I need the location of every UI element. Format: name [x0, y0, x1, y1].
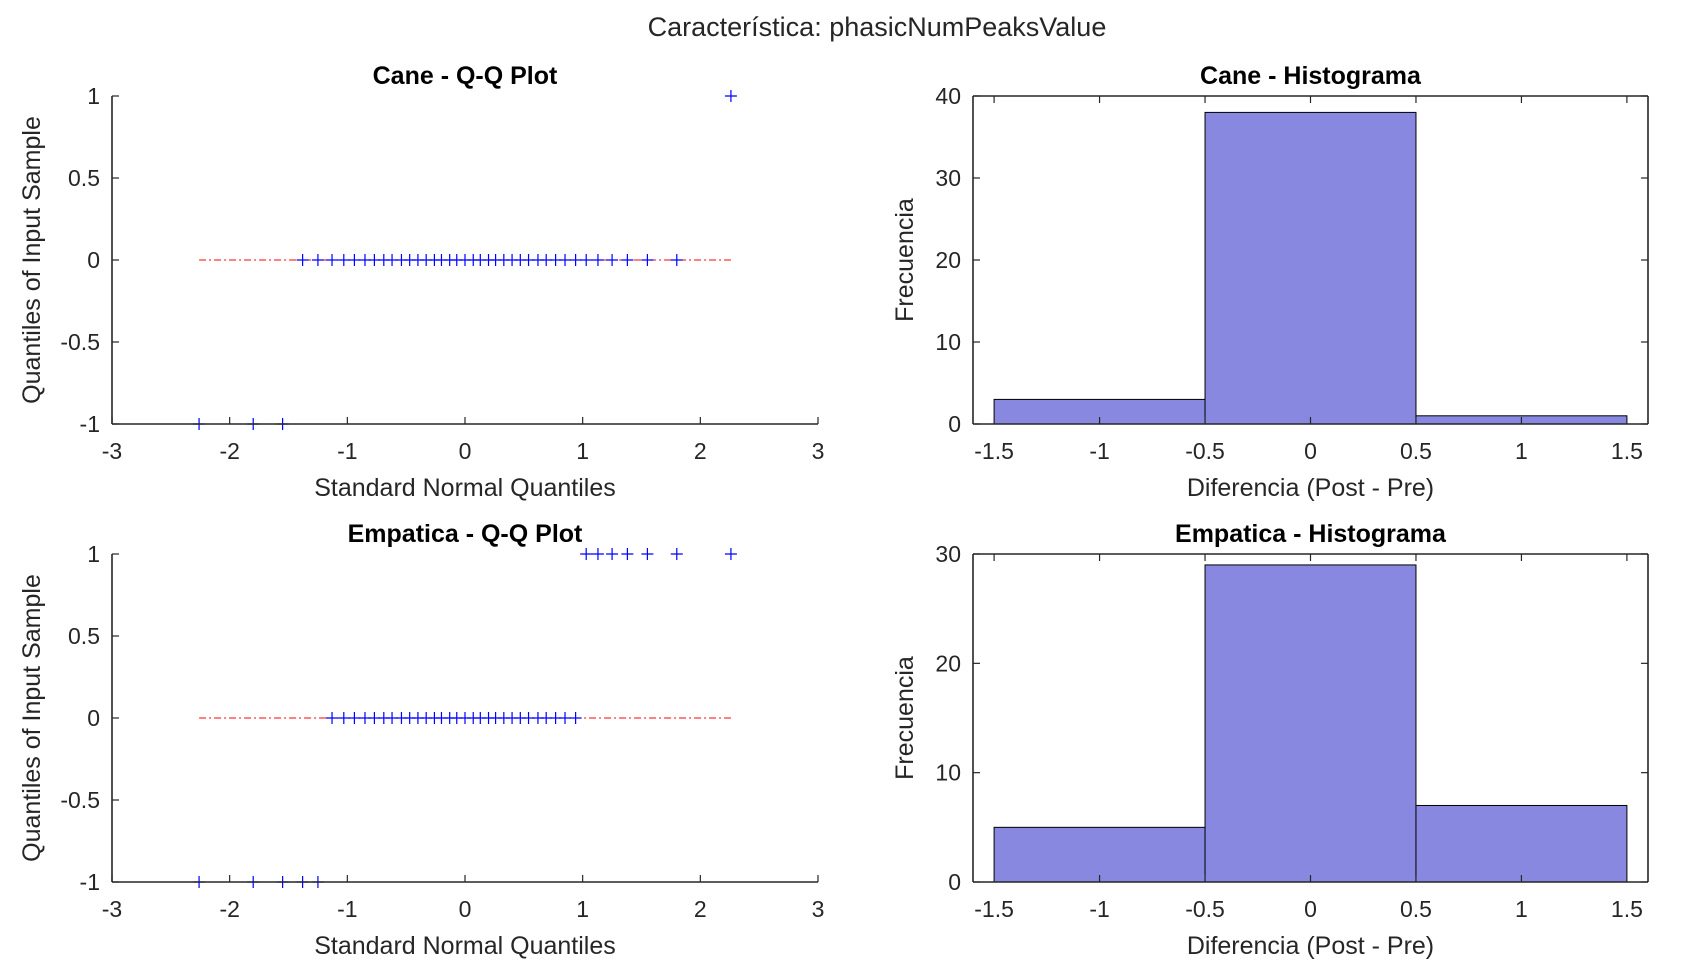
- chart-title: Cane - Q-Q Plot: [373, 62, 558, 90]
- x-tick-label: -3: [102, 438, 122, 464]
- x-tick-label: 1.5: [1611, 896, 1643, 922]
- x-axis-label: Standard Normal Quantiles: [314, 474, 616, 502]
- histogram-bar-2: [1204, 111, 1417, 425]
- y-tick-label: 0: [948, 869, 961, 895]
- x-tick-label: -1: [1089, 896, 1109, 922]
- qq-point-5: [311, 254, 324, 266]
- y-axis-label: Frecuencia: [891, 656, 919, 780]
- panel-empatica-qq: -3 -2 -1 0 1 2 3 -1 -0.5 0 0.5 1 Empatica - Q-Q Plot…: [18, 520, 824, 960]
- x-tick-label: 1: [576, 896, 589, 922]
- qq-point-39: [641, 254, 654, 266]
- figure-suptitle: Característica: phasicNumPeaksValue: [648, 12, 1107, 42]
- x-tick-label: 0: [459, 438, 472, 464]
- qq-point-40: [670, 548, 683, 560]
- x-tick-label: -0.5: [1185, 896, 1225, 922]
- x-tick-label: 0.5: [1400, 896, 1432, 922]
- qq-point-8: [348, 712, 361, 724]
- y-tick-label: 10: [935, 760, 961, 786]
- y-tick-label: 30: [935, 541, 961, 567]
- y-tick-label: 30: [935, 165, 961, 191]
- x-axis-label: Standard Normal Quantiles: [314, 932, 616, 960]
- x-tick-label: -2: [219, 896, 239, 922]
- y-tick-label: 1: [87, 541, 100, 567]
- x-tick-label: 0: [1304, 438, 1317, 464]
- histogram-bar-3: [1415, 804, 1628, 883]
- x-tick-label: -1: [337, 896, 357, 922]
- qq-point-38: [621, 548, 634, 560]
- qq-point-33: [559, 254, 572, 266]
- qq-point-37: [606, 254, 619, 266]
- qq-point-34: [569, 712, 582, 724]
- x-tick-label: -0.5: [1185, 438, 1225, 464]
- x-tick-label: 0: [459, 896, 472, 922]
- x-tick-label: -1.5: [974, 438, 1014, 464]
- y-tick-label: 0: [87, 705, 100, 731]
- x-tick-label: 1: [576, 438, 589, 464]
- x-tick-label: 3: [812, 438, 825, 464]
- x-tick-label: 0: [1304, 896, 1317, 922]
- qq-point-39: [641, 548, 654, 560]
- histogram-bar-2: [1204, 564, 1417, 883]
- x-tick-label: 0.5: [1400, 438, 1432, 464]
- chart-title: Empatica - Q-Q Plot: [348, 520, 583, 548]
- x-tick-label: 3: [812, 896, 825, 922]
- qq-point-4: [296, 254, 309, 266]
- qq-point-36: [591, 254, 604, 266]
- x-tick-label: 1: [1515, 896, 1528, 922]
- y-tick-label: 40: [935, 83, 961, 109]
- qq-point-40: [670, 254, 683, 266]
- chart-title: Empatica - Histograma: [1175, 520, 1447, 548]
- qq-point-38: [621, 254, 634, 266]
- qq-point-35: [580, 548, 593, 560]
- y-axis-label: Quantiles of Input Sample: [18, 116, 46, 404]
- qq-point-8: [348, 254, 361, 266]
- qq-point-41: [724, 90, 737, 102]
- y-tick-label: 20: [935, 247, 961, 273]
- qq-point-34: [569, 254, 582, 266]
- x-tick-label: 1.5: [1611, 438, 1643, 464]
- x-tick-label: -1: [1089, 438, 1109, 464]
- y-tick-label: 0.5: [68, 623, 100, 649]
- histogram-bar-1: [993, 826, 1206, 883]
- x-tick-label: 2: [694, 896, 707, 922]
- x-tick-label: 1: [1515, 438, 1528, 464]
- y-tick-label: 20: [935, 650, 961, 676]
- y-axis-label: Frecuencia: [891, 198, 919, 322]
- y-tick-label: -1: [80, 869, 100, 895]
- x-tick-label: -2: [219, 438, 239, 464]
- qq-point-6: [326, 254, 339, 266]
- panel-cane-qq: -3 -2 -1 0 1 2 3 -1 -0.5 0 0.5 1 Cane - Q-Q Plot Stan…: [18, 62, 824, 502]
- x-tick-label: -3: [102, 896, 122, 922]
- qq-point-37: [606, 548, 619, 560]
- y-tick-label: 0.5: [68, 165, 100, 191]
- x-axis-label: Diferencia (Post - Pre): [1187, 474, 1434, 502]
- qq-point-35: [580, 254, 593, 266]
- y-tick-label: 10: [935, 329, 961, 355]
- y-tick-label: 0: [87, 247, 100, 273]
- x-axis-label: Diferencia (Post - Pre): [1187, 932, 1434, 960]
- panel-empatica-hist: -1.5 -1 -0.5 0 0.5 1 1.5 0 10 20 30 Empatica - Hist…: [891, 520, 1649, 960]
- y-tick-label: -0.5: [60, 787, 100, 813]
- qq-point-33: [559, 712, 572, 724]
- panel-cane-hist: -1.5 -1 -0.5 0 0.5 1 1.5 0 10 20 30 40 Cane - Histog…: [891, 62, 1649, 502]
- x-tick-label: 2: [694, 438, 707, 464]
- qq-point-6: [326, 712, 339, 724]
- y-tick-label: 1: [87, 83, 100, 109]
- x-tick-label: -1: [337, 438, 357, 464]
- qq-point-36: [591, 548, 604, 560]
- y-tick-label: -0.5: [60, 329, 100, 355]
- qq-point-7: [337, 254, 350, 266]
- qq-point-41: [724, 548, 737, 560]
- y-tick-label: -1: [80, 411, 100, 437]
- qq-point-7: [337, 712, 350, 724]
- x-tick-label: -1.5: [974, 896, 1014, 922]
- y-axis-label: Quantiles of Input Sample: [18, 574, 46, 862]
- y-tick-label: 0: [948, 411, 961, 437]
- chart-title: Cane - Histograma: [1200, 62, 1422, 90]
